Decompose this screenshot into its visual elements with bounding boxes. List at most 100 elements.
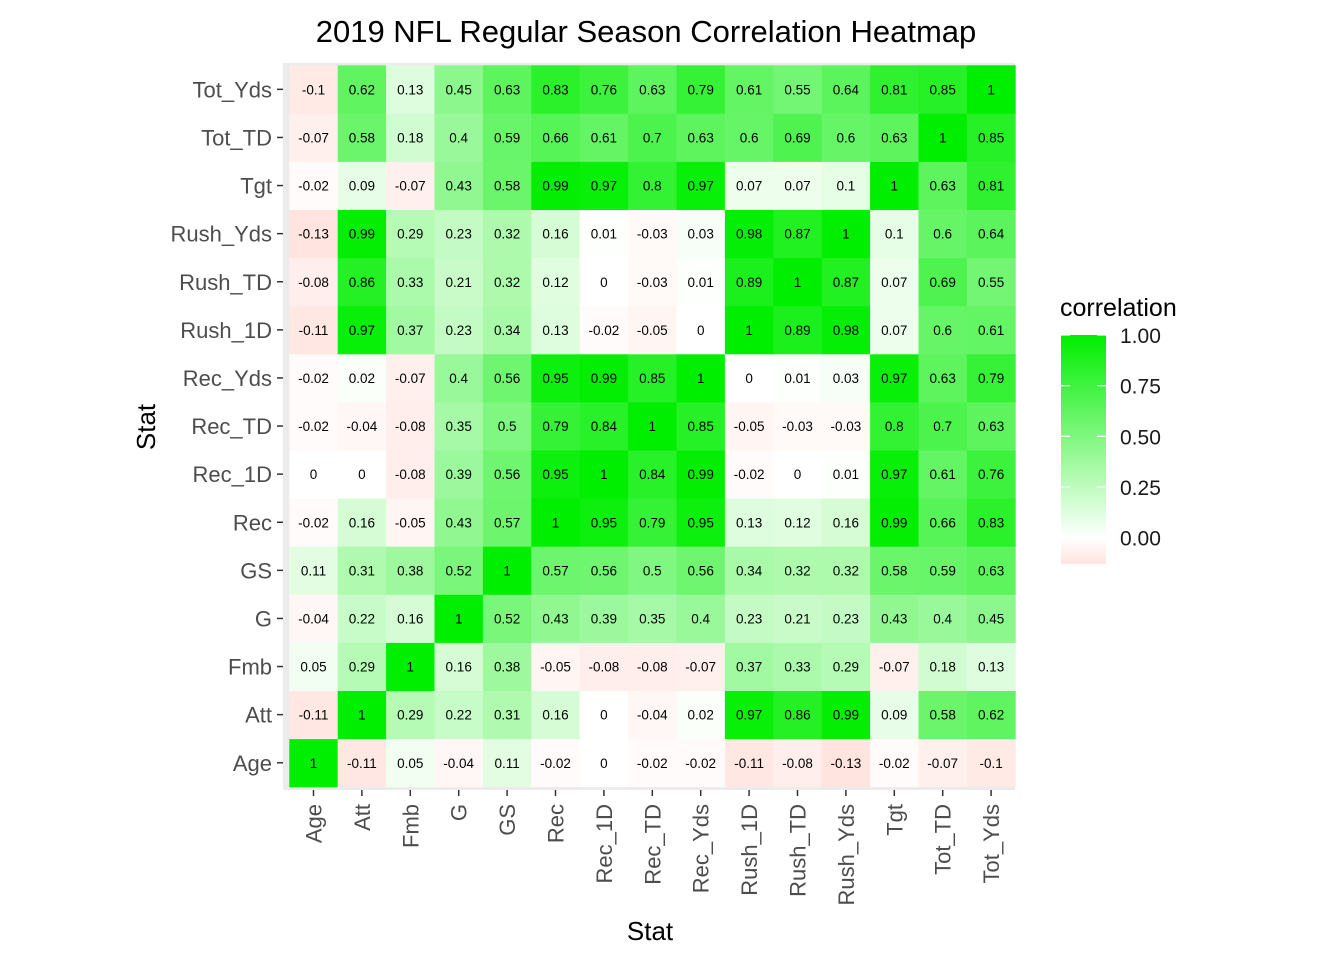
heatmap-cell-Rush_1D-Fmb [724, 642, 774, 691]
heatmap-cell-Rec_1D-GS [579, 546, 629, 595]
cell-value-label: 0.56 [591, 563, 617, 578]
cell-value-label: -0.04 [637, 708, 668, 723]
cell-value-label: 0.59 [930, 563, 956, 578]
cell-value-label: 0.03 [688, 227, 714, 242]
cell-value-label: 0.43 [446, 515, 472, 530]
cell-value-label: 0.1 [837, 179, 856, 194]
heatmap-cell-Tot_Yds-Rush_Yds [966, 209, 1016, 259]
cell-value-label: 0.07 [881, 275, 907, 290]
cell-value-label: 0.84 [591, 419, 618, 434]
heatmap-cell-Rush_TD-Att [773, 690, 823, 740]
heatmap-cell-GS-GS [482, 546, 532, 595]
cell-value-label: -0.08 [637, 660, 668, 675]
heatmap-cell-Age-Rec_Yds [289, 353, 339, 403]
cell-value-label: 0.33 [784, 660, 810, 675]
heatmap-cell-Rec_1D-Fmb [579, 642, 629, 691]
legend-tick-label: 0.25 [1120, 477, 1161, 500]
cell-value-label: 0.16 [349, 515, 375, 530]
heatmap-cell-GS-Tot_Yds [482, 65, 532, 114]
heatmap-cell-Rec-Rush_TD [531, 257, 581, 307]
cell-value-label: -0.08 [298, 275, 329, 290]
heatmap-cell-Rec-Rec [531, 498, 581, 547]
heatmap-cell-Tgt-Rec_Yds [870, 353, 919, 403]
cell-value-label: -0.11 [299, 708, 329, 723]
cell-value-label: 0.57 [494, 515, 520, 530]
heatmap-cell-Fmb-Rush_1D [386, 305, 435, 355]
heatmap-cell-Rec_Yds-Rec_TD [676, 402, 726, 451]
cell-value-label: 0 [600, 756, 608, 771]
heatmap-cell-Tot_Yds-GS [966, 546, 1016, 595]
heatmap-cell-Att-Tot_Yds [337, 65, 387, 114]
heatmap-cell-Tot_Yds-Rec_1D [966, 450, 1016, 499]
heatmap-cell-Tgt-GS [870, 546, 919, 595]
heatmap-cell-Tot_Yds-Rec_Yds [966, 353, 1016, 403]
cell-value-label: 0.99 [591, 371, 617, 386]
heatmap-cell-Rec-G [531, 594, 581, 643]
heatmap-cell-Rec_Yds-Tot_Yds [676, 65, 726, 114]
cell-value-label: 0.57 [542, 563, 568, 578]
heatmap-cell-Rush_1D-Rec_1D [724, 450, 774, 499]
heatmap-cell-G-Rec [434, 498, 484, 547]
heatmap-cell-Rec_TD-G [628, 594, 677, 643]
cell-value-label: -0.03 [831, 419, 862, 434]
heatmap-cell-Rec_TD-Rush_TD [628, 257, 677, 307]
heatmap-cell-Rush_Yds-Fmb [821, 642, 871, 691]
cell-value-label: 0.86 [349, 275, 375, 290]
heatmap-cell-Fmb-Rush_Yds [386, 209, 435, 259]
heatmap-cell-Tgt-Fmb [870, 642, 919, 691]
cell-value-label: 0 [794, 467, 802, 482]
y-tick-label: Rec [233, 510, 272, 535]
cell-value-label: 0.31 [349, 563, 375, 578]
y-tick-label: Fmb [228, 655, 272, 680]
heatmap-cell-GS-Fmb [482, 642, 532, 691]
cell-value-label: 1 [745, 323, 753, 338]
cell-value-label: 1 [794, 275, 802, 290]
heatmap-cell-Rush_Yds-Rec_TD [821, 402, 871, 451]
heatmap-cell-Tot_Yds-Tot_TD [966, 113, 1016, 162]
heatmap-cell-Rec-Tot_TD [531, 113, 581, 162]
heatmap-cell-Rec_Yds-Rush_1D [676, 305, 726, 355]
cell-value-label: 0.05 [300, 660, 326, 675]
legend: correlation 1.00 0.75 0.50 0.25 0.00 [1060, 294, 1177, 564]
cell-value-label: -0.02 [637, 756, 668, 771]
cell-value-label: 0.12 [784, 515, 810, 530]
cell-value-label: 0.97 [688, 179, 714, 194]
y-tick-label: Att [245, 703, 272, 728]
heatmap-cell-Rec_Yds-Rec [676, 498, 726, 547]
cell-value-label: 0.33 [397, 275, 423, 290]
cell-value-label: -0.13 [831, 756, 862, 771]
heatmap-cell-Rec-Tot_Yds [531, 65, 581, 114]
cell-value-label: 0 [358, 467, 366, 482]
cell-value-label: 0.05 [397, 756, 423, 771]
heatmap-cell-Rec-Rec_1D [531, 450, 581, 499]
heatmap-cell-Rec_TD-Rush_1D [628, 305, 677, 355]
cell-value-label: 0.95 [591, 515, 617, 530]
heatmap-cell-Rec-Rec_Yds [531, 353, 581, 403]
heatmap-cell-Rush_1D-Tot_TD [724, 113, 774, 162]
heatmap-cell-G-GS [434, 546, 484, 595]
y-tick-label: Rush_1D [180, 318, 272, 343]
x-tick-label: Rush_1D [737, 804, 762, 896]
heatmap-cell-Age-Rush_1D [289, 305, 339, 355]
cell-value-label: 0.99 [833, 708, 859, 723]
x-tick-label: Rush_TD [786, 804, 811, 897]
heatmap-cell-G-Fmb [434, 642, 484, 691]
cell-value-label: 0.38 [397, 563, 423, 578]
heatmap-cell-GS-Rec_TD [482, 402, 532, 451]
cell-value-label: 0.81 [881, 82, 907, 97]
heatmap-cell-Rec_Yds-Rec_1D [676, 450, 726, 499]
heatmap-cell-Rush_TD-Age [773, 738, 823, 788]
heatmap-cell-Rec_1D-Rush_TD [579, 257, 629, 307]
cell-value-label: -0.02 [685, 756, 716, 771]
cell-value-label: 0.97 [881, 371, 907, 386]
y-tick-label: Tot_Yds [193, 77, 273, 102]
heatmap-cell-GS-G [482, 594, 532, 643]
cell-value-label: 0.5 [643, 563, 662, 578]
cell-value-label: 0.34 [736, 563, 763, 578]
heatmap-cell-Rec_TD-Tot_TD [628, 113, 677, 162]
heatmap-cell-G-Rec_1D [434, 450, 484, 499]
cell-value-label: 1 [407, 660, 415, 675]
heatmap-cell-Tgt-Tot_TD [870, 113, 919, 162]
heatmap-cell-Tgt-Rush_Yds [870, 209, 919, 259]
cell-value-label: 0.7 [643, 130, 662, 145]
